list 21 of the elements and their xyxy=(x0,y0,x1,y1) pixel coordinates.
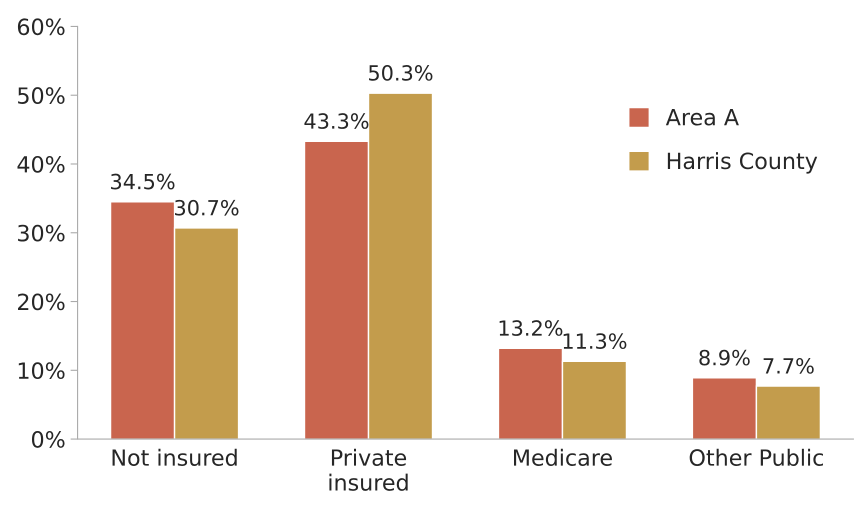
legend-label: Harris County xyxy=(668,152,818,174)
data-label: 7.7% xyxy=(764,358,814,374)
y-tick-label: 60% xyxy=(18,18,65,36)
y-tick-label: 30% xyxy=(18,224,65,242)
x-tick-label: Medicare xyxy=(514,448,612,466)
data-label: 43.3% xyxy=(304,113,368,129)
data-label: 50.3% xyxy=(369,65,432,81)
data-label: 8.9% xyxy=(699,350,750,366)
data-label: 13.2% xyxy=(500,320,562,336)
data-label: 11.3% xyxy=(564,333,626,349)
y-tick-label: 50% xyxy=(18,87,65,104)
data-label: 34.5% xyxy=(111,174,174,190)
x-tick-label: Private insured xyxy=(329,448,408,491)
y-tick-label: 0% xyxy=(32,431,65,448)
y-tick-label: 40% xyxy=(17,156,65,173)
y-tick-label: 10% xyxy=(18,362,65,380)
x-tick-label: Not insured xyxy=(112,448,237,466)
legend-label: Area A xyxy=(666,109,739,126)
x-tick-label: Other Public xyxy=(690,448,823,466)
y-tick-label: 20% xyxy=(18,293,65,310)
data-label: 30.7% xyxy=(175,200,238,216)
